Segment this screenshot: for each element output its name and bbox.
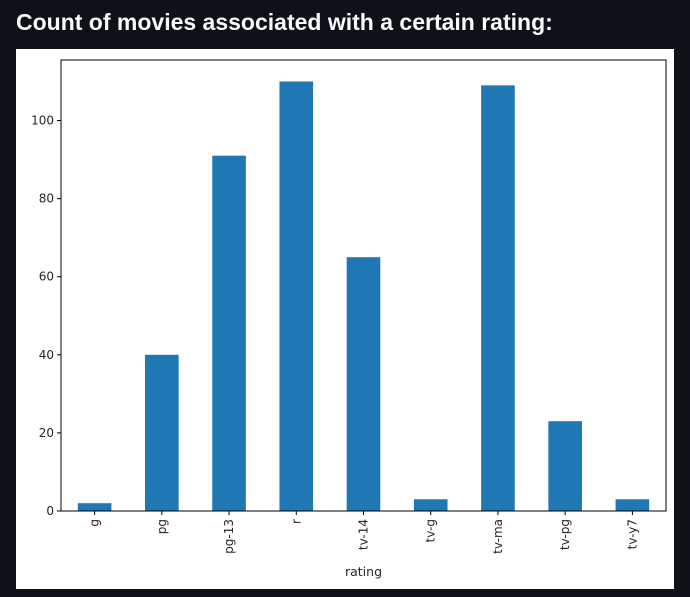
- x-tick-label: tv-ma: [491, 519, 505, 554]
- chart-figure: 0 20 40 60 80 100 g pg pg-13 r tv-14 tv-g tv-ma tv-p…: [16, 49, 674, 589]
- x-tick-label: r: [289, 519, 303, 524]
- y-tick-label: 60: [39, 270, 54, 284]
- bar-tv-14: [346, 257, 381, 511]
- y-tick-label: 20: [39, 426, 54, 440]
- x-tick-label: pg-13: [222, 519, 236, 554]
- bar-tv-g: [413, 499, 448, 511]
- page-heading: Count of movies associated with a certai…: [16, 9, 553, 35]
- bar-g: [77, 503, 112, 511]
- x-tick-label: tv-g: [424, 519, 438, 542]
- bar-pg: [145, 354, 179, 511]
- x-axis-label: rating: [345, 564, 382, 579]
- y-tick-label: 80: [39, 192, 54, 206]
- plot-frame: [60, 59, 667, 512]
- y-tick-label: 40: [39, 348, 54, 362]
- x-tick-label: g: [88, 519, 102, 527]
- bar-tv-ma: [481, 85, 515, 511]
- x-tick-label: pg: [155, 519, 169, 534]
- x-tick-label: tv-14: [357, 519, 371, 550]
- x-tick-label: tv-y7: [625, 519, 639, 549]
- bar-chart: 0 20 40 60 80 100 g pg pg-13 r tv-14 tv-g tv-ma tv-p…: [31, 59, 667, 579]
- bar-r: [279, 81, 314, 511]
- bar-pg-13: [212, 155, 246, 511]
- bar-tv-y7: [615, 499, 650, 511]
- x-axis-ticks: g pg pg-13 r tv-14 tv-g tv-ma tv-pg tv-y7: [88, 511, 639, 554]
- x-tick-label: tv-pg: [558, 519, 572, 550]
- y-tick-label: 100: [31, 114, 54, 128]
- bar-tv-pg: [548, 421, 582, 511]
- y-tick-label: 0: [46, 504, 54, 518]
- bars-group: [77, 81, 650, 511]
- y-axis-ticks: 0 20 40 60 80 100: [31, 114, 61, 518]
